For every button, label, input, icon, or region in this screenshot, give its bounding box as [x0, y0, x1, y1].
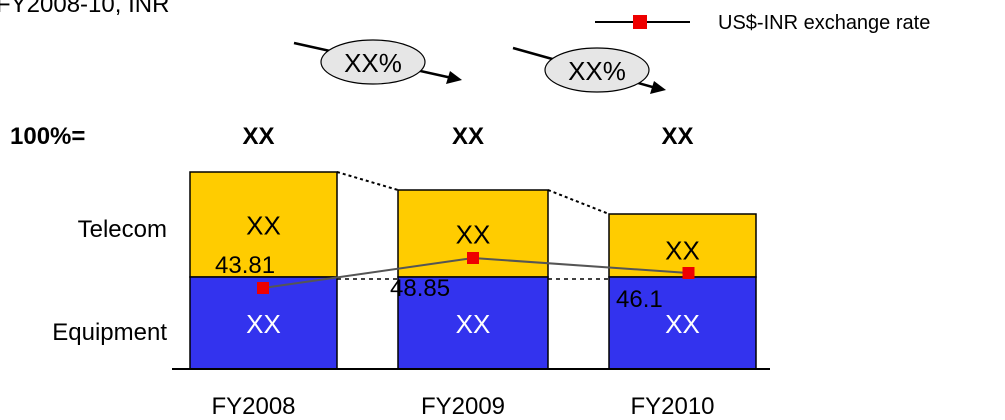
bar-telecom-FY2008	[189, 171, 338, 278]
legend-label: US$-INR exchange rate	[718, 12, 930, 34]
rate-point	[257, 282, 269, 294]
top-connector-1	[336, 171, 399, 191]
chart-subtitle: FY2008-10, INR	[0, 0, 169, 18]
growth-bubble-2	[544, 47, 650, 93]
equipment-value-label: XX	[456, 309, 491, 339]
total-row-label: 100%=	[10, 123, 85, 150]
telecom-value-label: XX	[246, 211, 281, 241]
plot-area: XX XX XX FY2008 XX XX XX FY2009 XX XX XX FY2010 43.8…	[189, 123, 757, 420]
series-label-telecom: Telecom	[78, 216, 167, 243]
legend-marker	[633, 15, 647, 29]
top-connector-2	[547, 189, 610, 215]
rate-value-label: 46.1	[616, 286, 663, 313]
bar-telecom-FY2010	[608, 213, 757, 278]
rate-point	[467, 252, 479, 264]
growth-arrow-1: XX%	[293, 39, 462, 85]
rate-point	[682, 267, 695, 279]
total-label: XX	[452, 123, 484, 150]
legend: US$-INR exchange rate	[595, 12, 930, 34]
telecom-value-label: XX	[456, 220, 491, 250]
bar-equipment-FY2010	[608, 276, 757, 370]
rate-value-label: 43.81	[215, 252, 275, 279]
total-label: XX	[242, 123, 274, 150]
bar-equipment-FY2009	[397, 276, 549, 370]
total-label: XX	[661, 123, 693, 150]
rate-value-label: 48.85	[390, 275, 450, 302]
telecom-value-label: XX	[665, 236, 700, 266]
equipment-value-label: XX	[246, 309, 281, 339]
category-label: FY2010	[630, 393, 714, 420]
growth-label-1: XX%	[344, 48, 402, 78]
growth-bubble-1	[320, 39, 426, 85]
category-label: FY2008	[211, 393, 295, 420]
equipment-value-label: XX	[665, 309, 700, 339]
growth-arrow-2: XX%	[512, 46, 666, 94]
category-label: FY2009	[421, 393, 505, 420]
growth-label-2: XX%	[568, 56, 626, 86]
series-label-equipment: Equipment	[52, 319, 167, 346]
